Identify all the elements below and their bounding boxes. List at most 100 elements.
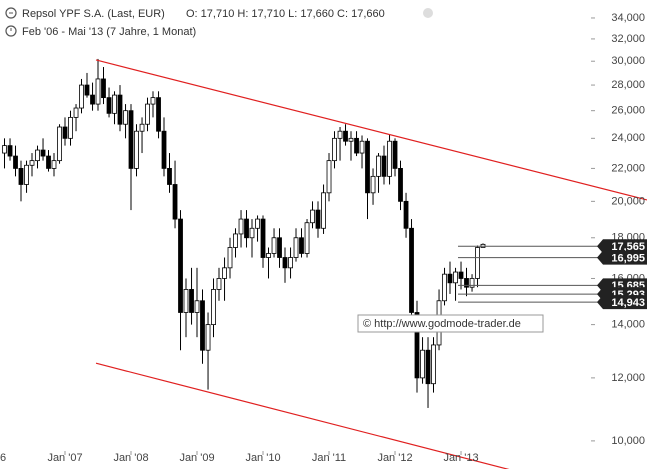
candle-body	[95, 78, 101, 105]
candle-body	[332, 137, 337, 162]
candle-body	[398, 168, 403, 202]
candle-body	[442, 273, 447, 302]
candle-body	[101, 78, 106, 99]
level-box	[597, 250, 647, 265]
candle-body	[161, 130, 167, 169]
candle-body	[244, 218, 249, 239]
candle-body	[46, 155, 51, 169]
trend-line	[95, 362, 510, 469]
x-tick-label: Jan '10	[245, 452, 280, 464]
candle-body	[277, 237, 282, 258]
candle-body	[7, 145, 13, 157]
candle-body	[123, 110, 128, 125]
y-tick-label: 14,000	[611, 319, 645, 331]
candle-body	[414, 312, 420, 379]
candle-body	[90, 94, 95, 105]
icon	[5, 7, 17, 19]
x-tick-label: Jan '09	[179, 452, 214, 464]
candle-body	[68, 116, 73, 139]
candle-body	[420, 349, 425, 379]
level-box	[597, 239, 647, 254]
candle-body	[409, 227, 414, 313]
header-bg	[0, 0, 440, 40]
candle-body	[475, 247, 480, 279]
candle-body	[145, 103, 150, 125]
level-label: 14,943	[611, 297, 645, 309]
candle-body	[458, 271, 464, 279]
watermark: © http://www.godmode-trader.de	[363, 318, 521, 330]
candle-body	[205, 324, 211, 351]
candle-body	[348, 137, 354, 142]
candle-body	[13, 155, 18, 169]
candle-body	[282, 257, 288, 269]
candle-body	[18, 168, 24, 185]
y-tick-label: 22,000	[611, 162, 645, 174]
y-tick-label: 20,000	[611, 195, 645, 207]
candle-body	[271, 237, 277, 254]
candle-body	[464, 278, 469, 288]
candle-body	[469, 278, 475, 288]
candle-body	[359, 140, 365, 154]
candle-body	[299, 237, 304, 254]
candle-body	[24, 164, 29, 185]
y-tick-label: 34,000	[611, 12, 645, 24]
candle-body	[57, 126, 62, 162]
candle-body	[304, 222, 310, 254]
candle-body	[403, 200, 409, 229]
candle-body	[387, 140, 392, 177]
candle-body	[178, 218, 183, 313]
x-tick-label: Jan '11	[312, 452, 346, 464]
candle-body	[288, 257, 293, 269]
candle-body	[453, 271, 458, 284]
candle-body	[172, 184, 178, 220]
candle-body	[326, 160, 332, 194]
candle-body	[365, 140, 370, 194]
candle-body	[156, 97, 161, 132]
candle-body	[233, 233, 238, 248]
candle-body	[216, 278, 222, 290]
candle-body	[392, 140, 398, 169]
candle-body	[128, 110, 134, 169]
candle-body	[134, 130, 139, 169]
candle-body	[2, 145, 7, 154]
candle-body	[189, 289, 194, 313]
candle-body	[84, 84, 90, 96]
candle-body	[79, 84, 84, 109]
candle-body	[222, 267, 227, 279]
quote: O: 17,710 H: 17,710 L: 17,660 C: 17,660	[186, 8, 385, 20]
candle-body	[343, 130, 348, 142]
candle-body	[255, 218, 260, 229]
candle-body	[354, 137, 359, 154]
level-label: 16,995	[611, 253, 645, 265]
candle-body	[266, 253, 271, 258]
x-tick-label: '06	[0, 452, 6, 464]
y-tick-label: 10,000	[611, 435, 645, 447]
y-tick-label: 30,000	[611, 55, 645, 67]
candle-body	[194, 300, 200, 313]
trend-line	[95, 59, 647, 201]
x-tick-label: Jan '07	[47, 452, 82, 464]
y-tick-label: 28,000	[611, 79, 645, 91]
clock-icon	[5, 25, 17, 37]
level-box	[597, 295, 647, 310]
candle-body	[167, 168, 172, 185]
icon	[423, 8, 433, 18]
candle-body	[150, 97, 156, 105]
candle-body	[370, 175, 376, 194]
candle-body	[106, 97, 112, 114]
x-tick-label: Jan '08	[113, 452, 148, 464]
candle-body	[260, 218, 266, 258]
candle-body	[62, 126, 68, 139]
candle-body	[29, 160, 35, 166]
candle-body	[376, 155, 381, 177]
candle-body	[249, 227, 255, 239]
candle-body	[211, 289, 216, 326]
chart-title: Repsol YPF S.A. (Last, EUR)	[22, 8, 165, 20]
candle-body	[112, 94, 117, 114]
candle-body	[51, 160, 57, 169]
candle-body	[238, 218, 244, 235]
candle-body	[431, 344, 436, 385]
x-tick-label: Jan '12	[377, 452, 412, 464]
plot-area	[2, 58, 647, 469]
subtitle: Feb '06 - Mai '13 (7 Jahre, 1 Monat)	[22, 26, 196, 38]
